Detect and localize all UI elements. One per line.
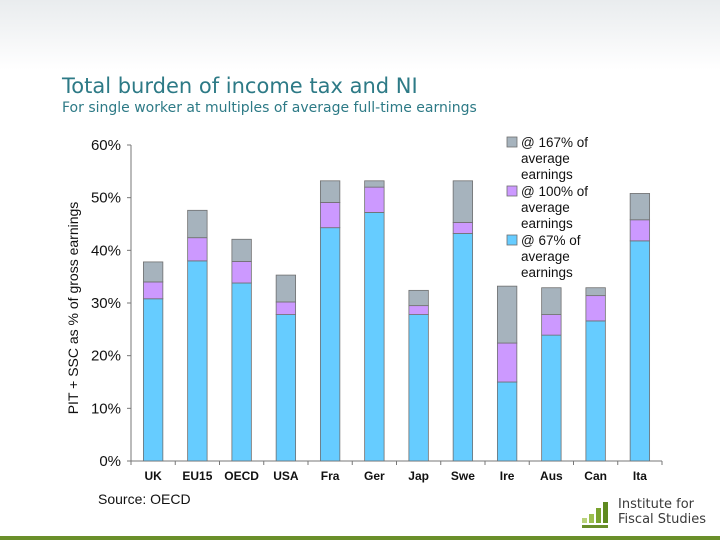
bar-100pct	[231, 260, 252, 284]
bar-167pct	[496, 285, 518, 344]
bar-167pct	[408, 289, 429, 307]
bar-100pct	[629, 219, 651, 242]
y-tick-label: 10%	[91, 400, 121, 417]
bar-167pct	[231, 238, 252, 262]
bar-167pct	[187, 209, 208, 239]
legend-swatch-100pct	[506, 185, 518, 197]
bar-100pct	[585, 295, 606, 322]
bar-67pct	[496, 381, 518, 462]
y-tick-label: 60%	[91, 137, 121, 154]
bar-67pct	[275, 314, 297, 462]
bar-100pct	[496, 342, 518, 383]
x-tick-label: Aus	[540, 469, 563, 483]
source-note: Source: OECD	[98, 491, 191, 507]
x-tick-label: Fra	[321, 469, 340, 483]
x-tick-label: Ger	[364, 469, 385, 483]
bar-167pct	[541, 287, 562, 315]
x-tick-label: Can	[584, 469, 607, 483]
legend-label: earnings	[521, 167, 573, 182]
legend-swatch-167pct	[506, 136, 518, 148]
legend-label: @ 67% of	[521, 233, 581, 248]
footer-bar	[0, 536, 720, 540]
bar-67pct	[629, 240, 651, 462]
bar-167pct	[275, 274, 297, 303]
legend-label: @ 167% of	[521, 135, 588, 150]
legend-label: average	[521, 249, 570, 264]
y-tick-label: 0%	[99, 453, 121, 470]
bar-67pct	[319, 227, 341, 462]
header-band	[0, 0, 720, 70]
ifs-logo: Institute for Fiscal Studies	[582, 496, 712, 536]
bar-67pct	[231, 282, 252, 462]
ifs-logo-text: Institute for Fiscal Studies	[618, 497, 706, 527]
x-tick-label: UK	[144, 469, 162, 483]
bar-67pct	[142, 298, 164, 462]
bar-167pct	[319, 180, 341, 203]
legend-label: earnings	[521, 216, 573, 231]
bar-67pct	[408, 314, 429, 462]
bar-100pct	[319, 202, 341, 229]
x-tick-label: Swe	[451, 469, 475, 483]
legend-label: earnings	[521, 265, 573, 280]
bar-167pct	[629, 193, 651, 221]
slide-subtitle: For single worker at multiples of averag…	[62, 100, 477, 116]
x-tick-label: Ita	[633, 469, 647, 483]
y-tick-label: 30%	[91, 295, 121, 312]
logo-line-2: Fiscal Studies	[618, 512, 706, 527]
bar-67pct	[364, 212, 385, 462]
legend-label: average	[521, 200, 570, 215]
legend-swatch-67pct	[506, 234, 518, 246]
ifs-logo-icon	[582, 502, 608, 528]
x-tick-label: Jap	[408, 469, 429, 483]
bar-167pct	[585, 287, 606, 297]
bar-167pct	[142, 261, 164, 283]
bar-167pct	[364, 180, 385, 188]
bar-100pct	[187, 237, 208, 262]
bar-167pct	[452, 180, 474, 223]
y-axis-title: PIT + SSC as % of gross earnings	[65, 202, 81, 415]
bar-100pct	[452, 222, 474, 234]
bar-67pct	[585, 320, 606, 462]
legend-label: @ 100% of	[521, 184, 588, 199]
bar-100pct	[275, 301, 297, 315]
bar-100pct	[364, 186, 385, 213]
y-tick-label: 20%	[91, 348, 121, 365]
bar-67pct	[541, 334, 562, 462]
bar-100pct	[408, 305, 429, 315]
x-tick-label: EU15	[182, 469, 212, 483]
slide-title: Total burden of income tax and NI	[62, 74, 418, 98]
bar-100pct	[541, 314, 562, 336]
logo-line-1: Institute for	[618, 497, 694, 512]
bar-67pct	[187, 260, 208, 462]
bar-100pct	[142, 281, 164, 300]
x-tick-label: USA	[273, 469, 299, 483]
legend-label: average	[521, 151, 570, 166]
x-tick-label: OECD	[224, 469, 259, 483]
x-tick-label: Ire	[500, 469, 515, 483]
bar-67pct	[452, 233, 474, 462]
y-tick-label: 50%	[91, 190, 121, 207]
y-tick-label: 40%	[91, 242, 121, 259]
